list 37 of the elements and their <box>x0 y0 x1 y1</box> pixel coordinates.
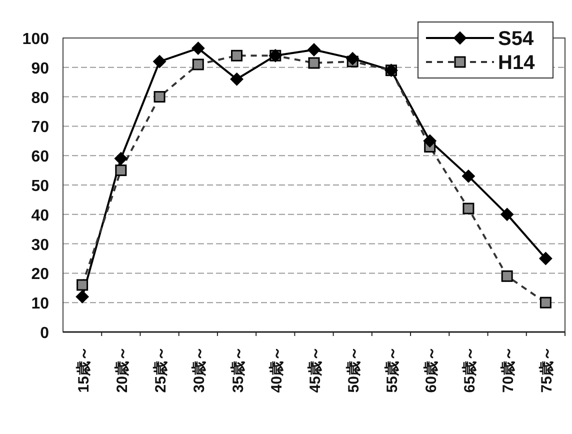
x-tick-label: 25歳～ <box>152 346 170 393</box>
x-tick-label: 50歳～ <box>346 346 363 393</box>
point <box>192 42 205 55</box>
y-tick-label: 30 <box>31 236 50 254</box>
y-tick-label: 20 <box>31 266 50 284</box>
x-tick-label: 30歳～ <box>191 346 208 393</box>
point <box>114 152 128 166</box>
y-tick-label: 10 <box>31 296 50 313</box>
y-tick-label: 0 <box>40 325 50 342</box>
point <box>500 208 514 221</box>
legend-label: H14 <box>498 52 536 74</box>
x-tick-label: 70歳～ <box>500 346 518 393</box>
x-tick-label: 45歳～ <box>307 346 324 393</box>
x-tick-label: 65歳～ <box>461 346 478 393</box>
point <box>230 72 244 86</box>
point <box>308 43 320 56</box>
y-tick-label: 70 <box>31 119 50 136</box>
x-tick-label: 55歳～ <box>384 346 402 393</box>
y-tick-label: 60 <box>31 148 50 166</box>
point <box>153 55 166 68</box>
y-tick-label: 40 <box>31 207 50 224</box>
y-tick-label: 80 <box>31 90 50 107</box>
x-tick-label: 15歳～ <box>75 346 92 393</box>
y-tick-label: 50 <box>31 178 50 195</box>
x-tick-label: 60歳～ <box>422 346 440 393</box>
point <box>462 170 475 183</box>
point <box>76 290 89 304</box>
legend-label: S54 <box>498 28 534 50</box>
y-tick-label: 90 <box>31 60 50 78</box>
y-tick-label: 100 <box>22 31 50 48</box>
point <box>539 252 552 265</box>
point <box>346 52 360 66</box>
x-tick-label: 75歳～ <box>538 346 556 393</box>
point <box>423 134 436 148</box>
x-tick-label: 20歳～ <box>114 346 131 393</box>
x-tick-label: 40歳～ <box>268 346 286 393</box>
x-tick-label: 35歳～ <box>230 346 247 393</box>
